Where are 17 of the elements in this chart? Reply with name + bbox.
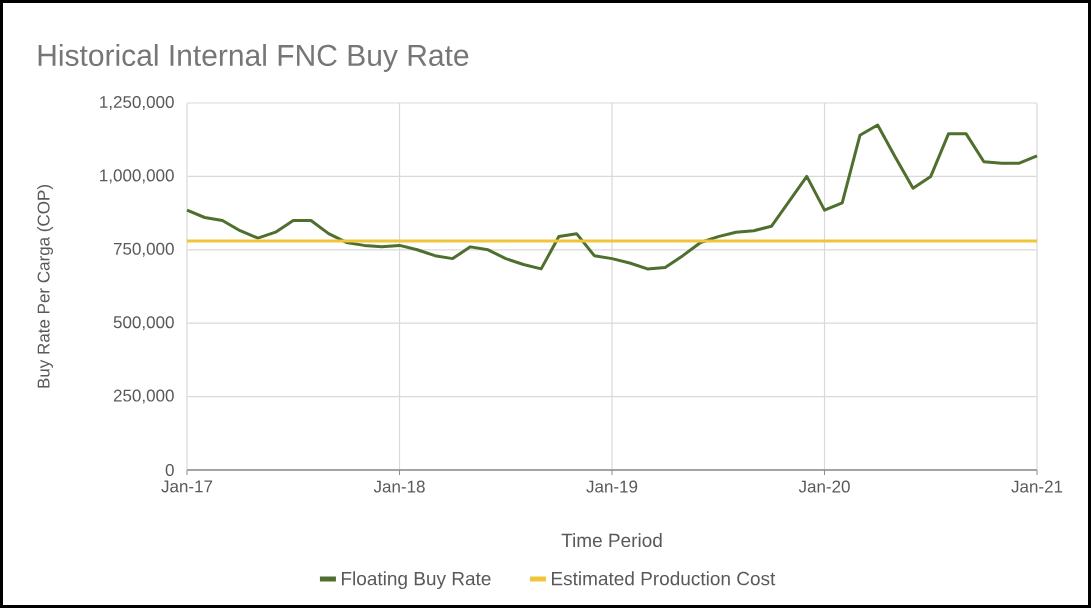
legend-label: Floating Buy Rate — [341, 571, 491, 590]
x-tick-label: Jan-21 — [1011, 480, 1063, 493]
y-tick-label: 0 — [165, 463, 174, 477]
y-tick-label: 250,000 — [113, 389, 174, 404]
y-tick-label: 750,000 — [113, 242, 174, 257]
y-tick-label: 500,000 — [113, 316, 174, 331]
x-axis-title: Time Period — [561, 533, 662, 548]
legend-label: Estimated Production Cost — [552, 571, 776, 586]
line-series — [185, 123, 1039, 271]
x-tick-label: Jan-17 — [161, 480, 213, 493]
x-tick-label: Jan-20 — [798, 480, 850, 493]
y-tick-label: 1,000,000 — [100, 169, 174, 184]
x-tick-label: Jan-19 — [586, 480, 638, 493]
chart-title: Historical Internal FNC Buy Rate — [38, 44, 469, 72]
y-axis-title: Buy Rate Per Carga (COP) — [37, 185, 53, 388]
y-tick-label: 1,250,000 — [100, 95, 174, 111]
x-tick-label: Jan-18 — [373, 480, 425, 493]
